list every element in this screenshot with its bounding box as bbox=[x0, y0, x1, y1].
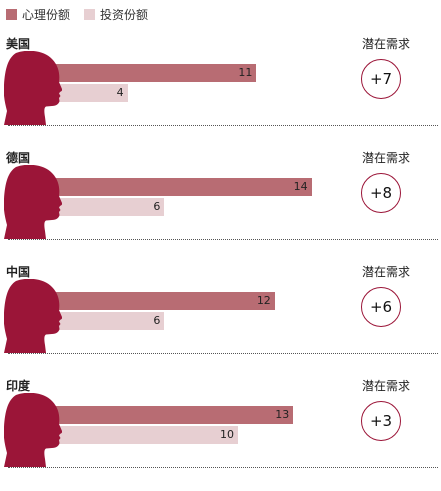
bar-psych-share bbox=[54, 406, 294, 424]
legend-label-invest: 投资份额 bbox=[100, 7, 149, 22]
country-label: 中国 bbox=[6, 265, 31, 279]
legend-item-invest: 投资份额 bbox=[84, 6, 148, 23]
legend-swatch-invest bbox=[84, 8, 96, 20]
potential-demand-value: +3 bbox=[361, 401, 401, 441]
panel-divider bbox=[8, 353, 438, 354]
bar-invest-share bbox=[54, 426, 238, 444]
potential-demand-label: 潜在需求 bbox=[362, 37, 411, 51]
country-label: 德国 bbox=[6, 151, 31, 165]
bar-value-invest: 6 bbox=[153, 200, 161, 213]
potential-demand-label: 潜在需求 bbox=[362, 379, 411, 393]
bar-value-invest: 10 bbox=[220, 428, 234, 441]
head-silhouette-icon bbox=[4, 393, 62, 467]
potential-demand-value: +8 bbox=[361, 173, 401, 213]
country-panel: 印度 潜在需求 13 10 +3 bbox=[0, 377, 441, 491]
bar-invest-share bbox=[54, 84, 128, 102]
legend: 心理份额 投资份额 bbox=[6, 5, 162, 23]
head-silhouette-icon bbox=[4, 165, 62, 239]
bar-psych-share bbox=[54, 64, 257, 82]
country-label: 美国 bbox=[6, 37, 31, 51]
bar-psych-share bbox=[54, 292, 275, 310]
country-panel: 德国 潜在需求 14 6 +8 bbox=[0, 149, 441, 263]
bar-invest-share bbox=[54, 312, 165, 330]
bar-value-psych: 13 bbox=[275, 408, 290, 421]
head-silhouette-icon bbox=[4, 279, 62, 353]
head-silhouette-icon bbox=[4, 51, 62, 125]
potential-demand-label: 潜在需求 bbox=[362, 265, 411, 279]
bar-psych-share bbox=[54, 178, 312, 196]
country-panel: 美国 潜在需求 11 4 +7 bbox=[0, 35, 441, 149]
potential-demand-value: +7 bbox=[361, 59, 401, 99]
country-panel: 中国 潜在需求 12 6 +6 bbox=[0, 263, 441, 377]
bar-value-invest: 4 bbox=[116, 86, 124, 99]
panel-divider bbox=[8, 467, 438, 468]
bar-value-psych: 11 bbox=[238, 66, 253, 79]
bar-value-psych: 14 bbox=[293, 180, 308, 193]
legend-item-psych: 心理份额 bbox=[6, 6, 70, 23]
bar-invest-share bbox=[54, 198, 165, 216]
legend-swatch-psych bbox=[6, 8, 17, 20]
panel-divider bbox=[8, 125, 438, 126]
country-label: 印度 bbox=[6, 379, 31, 393]
potential-demand-label: 潜在需求 bbox=[362, 151, 411, 165]
potential-demand-value: +6 bbox=[361, 287, 401, 327]
legend-label-psych: 心理份额 bbox=[22, 7, 71, 22]
panel-divider bbox=[8, 239, 438, 240]
bar-value-invest: 6 bbox=[153, 314, 161, 327]
bar-value-psych: 12 bbox=[256, 294, 271, 307]
